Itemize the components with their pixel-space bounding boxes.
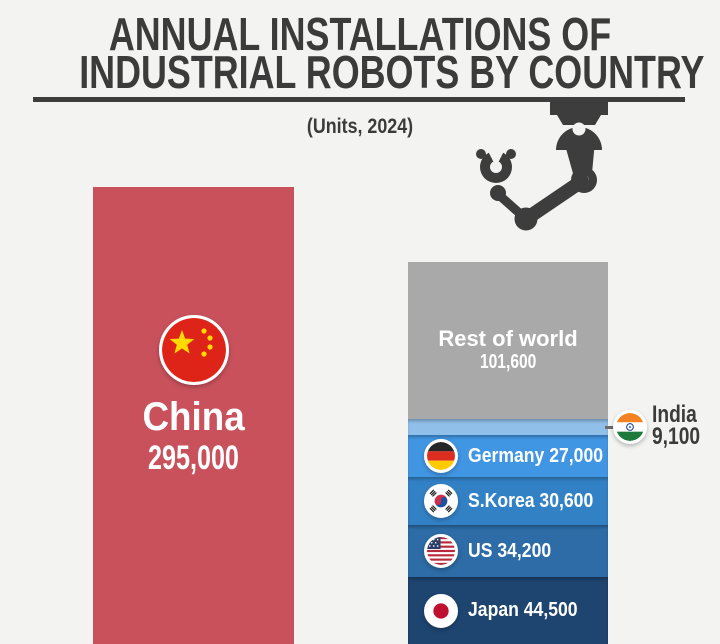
page-title-line-1: ANNUAL INSTALLATIONS OF — [108, 8, 612, 60]
segment-japan: Japan 44,500 — [408, 577, 608, 644]
rest-of-world-label: Rest of world — [438, 326, 578, 351]
segment-rest-of-world: Rest of world 101,600 — [408, 262, 608, 419]
page-title-line-2: INDUSTRIAL ROBOTS BY COUNTRY — [79, 46, 705, 98]
china-bar: China 295,000 — [93, 187, 294, 644]
south-korea-flag-icon — [424, 484, 458, 518]
china-label: China — [142, 395, 245, 439]
china-flag-icon — [158, 315, 229, 385]
segment-us: US 34,200 — [408, 525, 608, 577]
chart-subtitle: (Units, 2024) — [306, 115, 414, 138]
robot-arm-icon — [460, 101, 612, 235]
us-flag-icon — [424, 534, 458, 568]
us-label: US 34,200 — [468, 539, 552, 562]
china-value: 295,000 — [148, 439, 239, 477]
india-callout-line — [605, 426, 618, 429]
india-value: 9,100 — [652, 423, 701, 450]
japan-label: Japan 44,500 — [468, 599, 578, 621]
stacked-bar: Rest of world 101,600 Germany 27,000 — [408, 262, 608, 644]
segment-skorea: S.Korea 30,600 — [408, 477, 608, 525]
india-label: India — [652, 401, 697, 428]
segment-germany: Germany 27,000 — [408, 435, 608, 477]
india-flag-icon — [613, 410, 647, 444]
germany-flag-icon — [424, 439, 458, 473]
germany-label: Germany 27,000 — [468, 444, 604, 467]
rest-of-world-value: 101,600 — [479, 351, 537, 373]
title-divider — [33, 97, 685, 102]
japan-flag-icon — [424, 593, 458, 628]
skorea-label: S.Korea 30,600 — [468, 489, 594, 512]
segment-india — [408, 419, 608, 435]
